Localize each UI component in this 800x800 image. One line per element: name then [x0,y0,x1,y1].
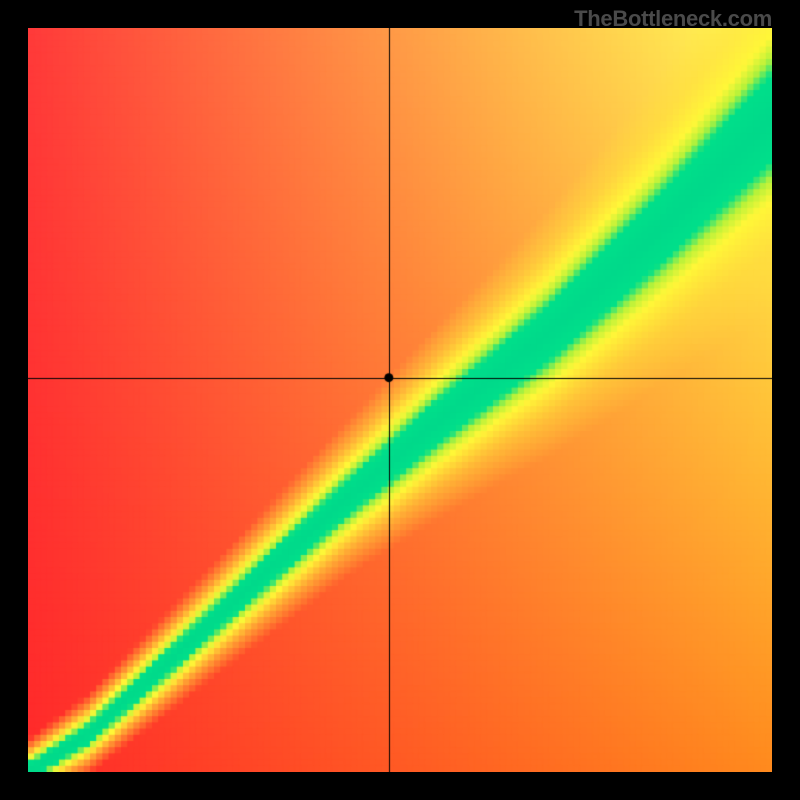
bottleneck-heatmap [28,28,772,772]
root-container: { "watermark": { "text": "TheBottleneck.… [0,0,800,800]
watermark-text: TheBottleneck.com [574,6,772,32]
